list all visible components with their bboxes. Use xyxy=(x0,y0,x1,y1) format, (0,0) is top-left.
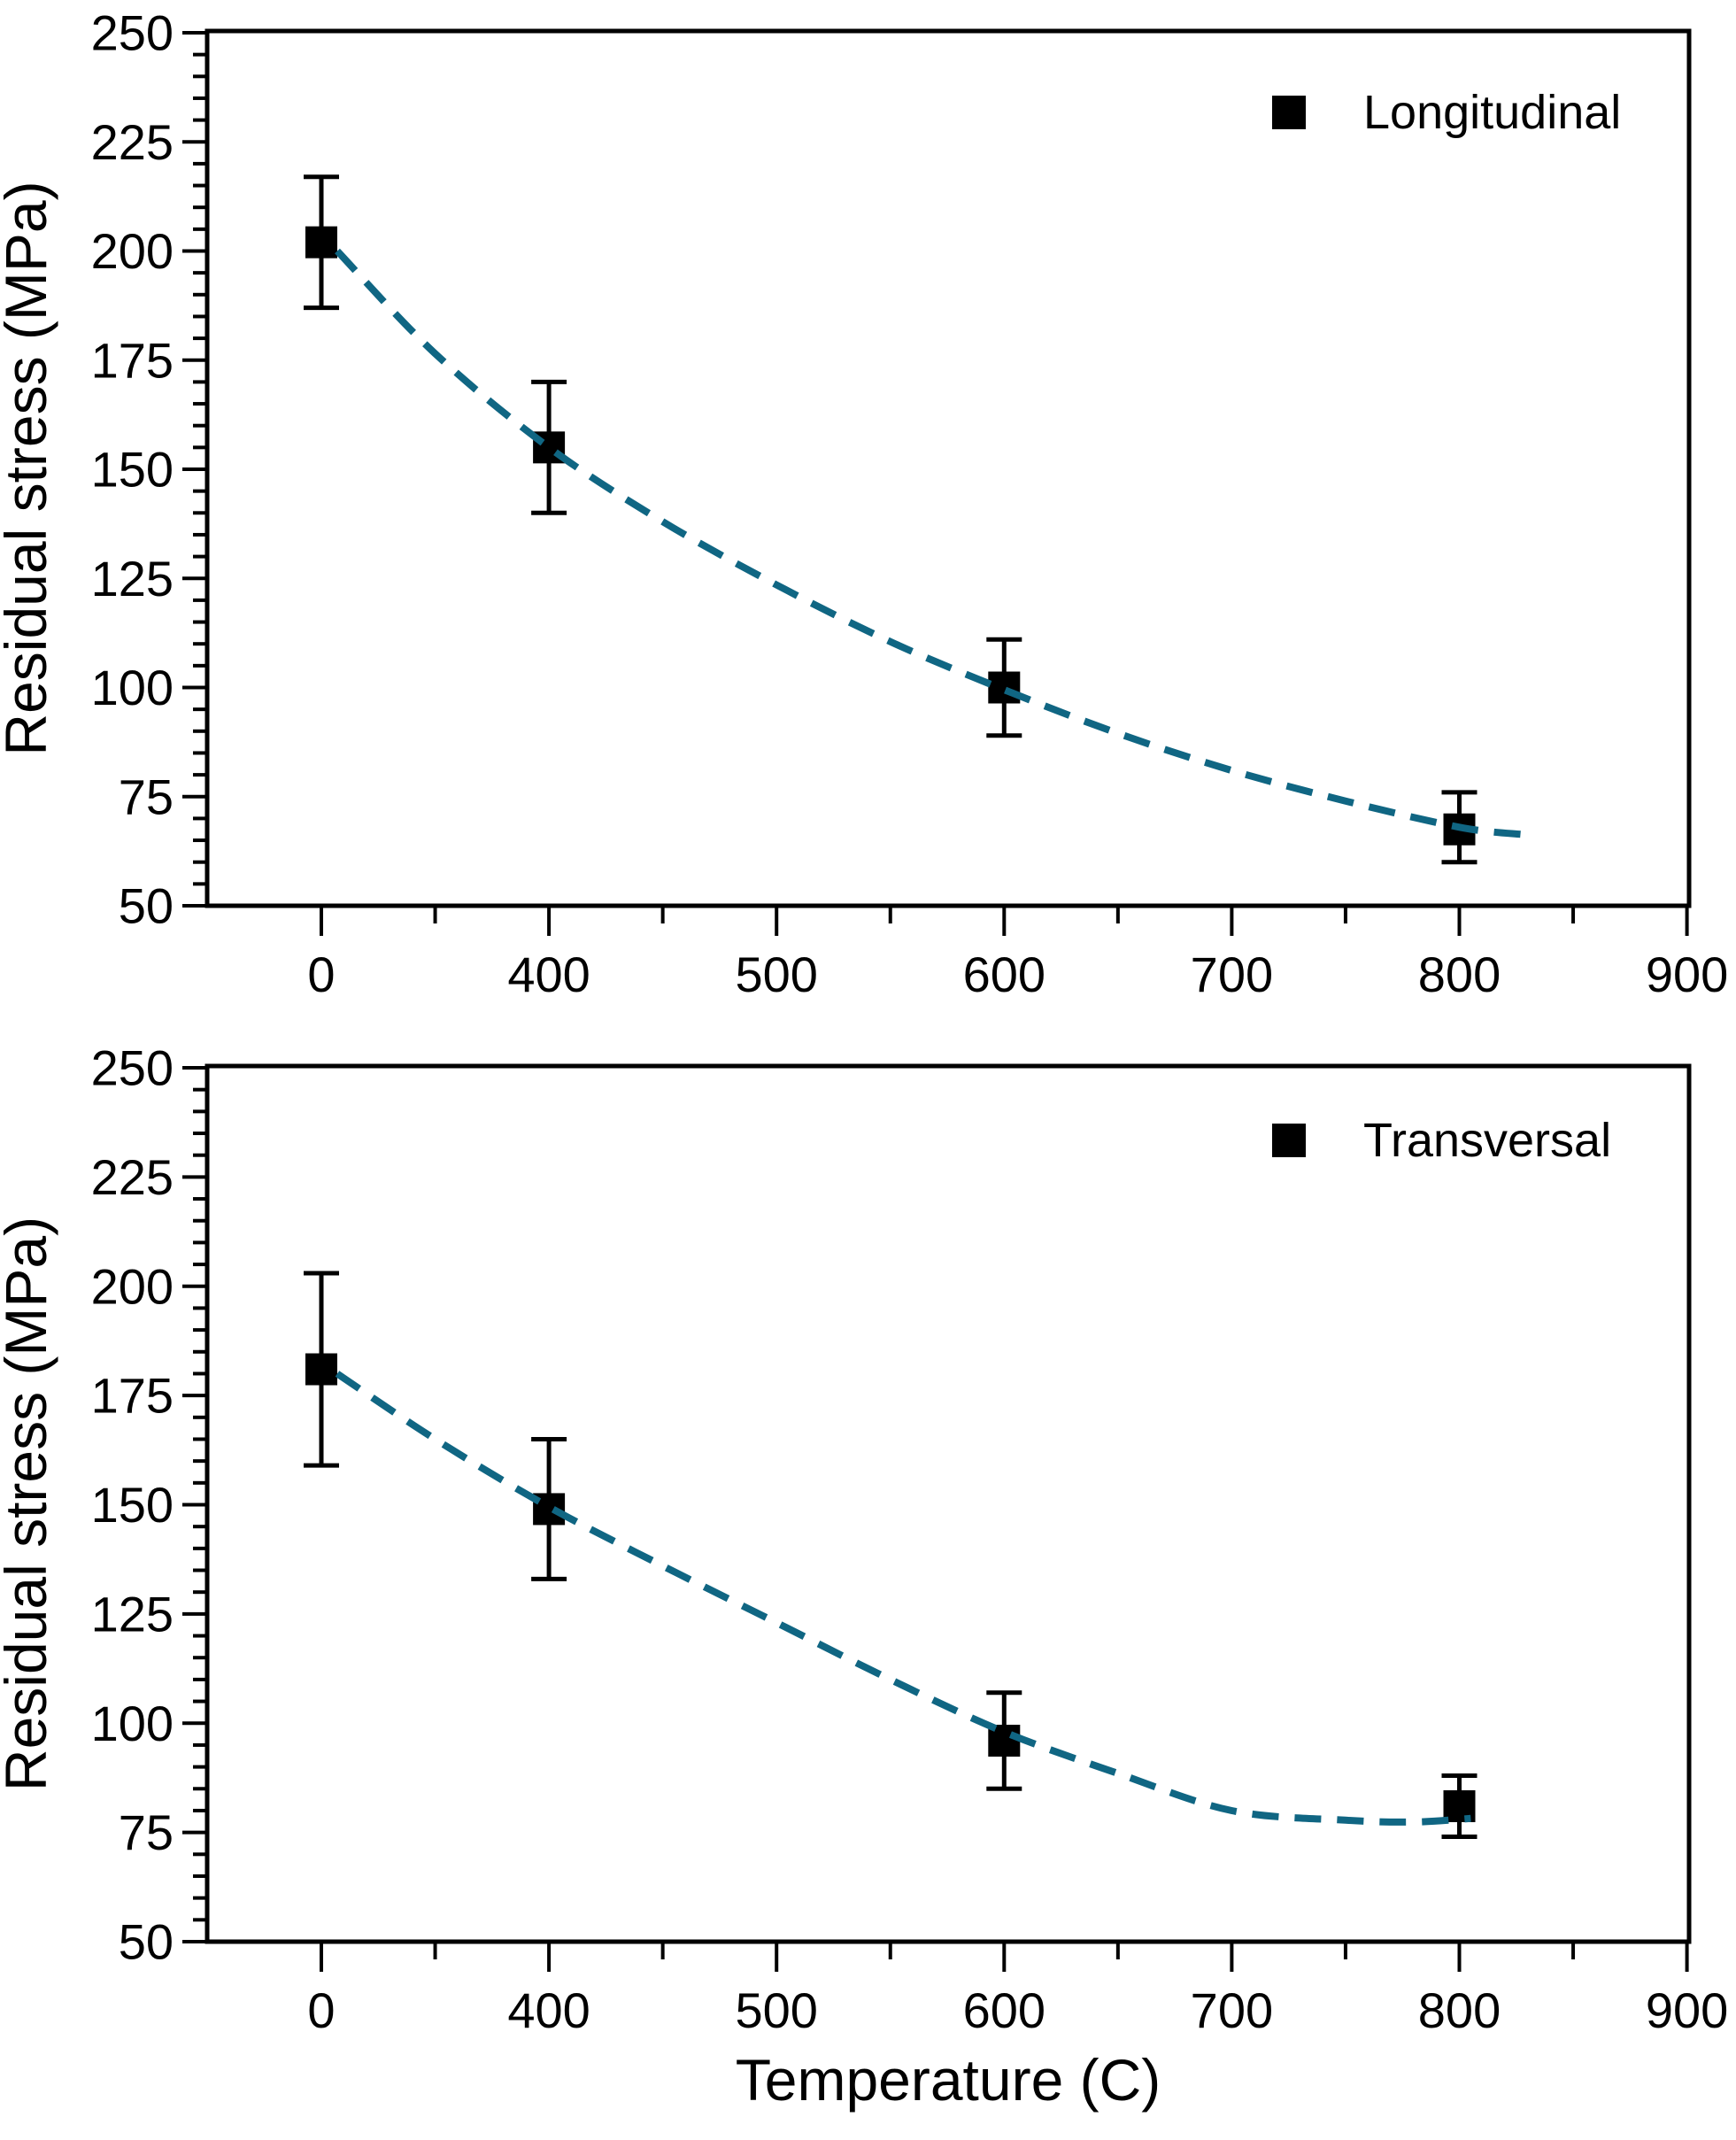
y-axis-tick-label: 75 xyxy=(119,769,174,824)
y-axis-tick-label: 125 xyxy=(91,551,174,606)
fit-curve-line xyxy=(335,1371,1471,1826)
y-axis-tick-label: 175 xyxy=(91,332,174,388)
x-axis-tick-label: 800 xyxy=(1418,946,1501,1002)
x-axis-tick-label: 700 xyxy=(1191,946,1273,1002)
y-axis-tick-label: 50 xyxy=(119,1914,174,1970)
x-axis-tick-label: 500 xyxy=(735,1982,817,2038)
x-axis-tick-label: 900 xyxy=(1646,946,1728,1002)
x-axis-tick-label: 600 xyxy=(963,946,1045,1002)
x-axis-tick-label: 900 xyxy=(1646,1982,1728,2038)
y-axis-tick-label: 150 xyxy=(91,1477,174,1533)
x-axis-tick-label: 400 xyxy=(507,1982,590,2038)
legend: Longitudinal xyxy=(1272,86,1621,139)
data-point-marker xyxy=(305,1353,337,1386)
y-axis-tick-label: 150 xyxy=(91,442,174,498)
legend-square-marker-icon xyxy=(1272,96,1306,129)
fit-curve-line xyxy=(335,248,1524,838)
y-axis-tick-label: 175 xyxy=(91,1368,174,1424)
y-axis-tick-label: 250 xyxy=(91,1040,174,1096)
y-axis-tick-label: 225 xyxy=(91,114,174,170)
y-axis-tick-label: 200 xyxy=(91,223,174,279)
y-axis-tick-label: 250 xyxy=(91,5,174,61)
chart-longitudinal: 50 75 100 125 150 175 200 225 250 0 400 500 600 700 80… xyxy=(0,5,1728,1003)
x-axis-tick-label: 400 xyxy=(507,946,590,1002)
y-axis-title: Residual stress (MPa) xyxy=(0,181,58,755)
y-axis-tick-label: 225 xyxy=(91,1149,174,1205)
x-axis-tick-label: 500 xyxy=(735,946,817,1002)
y-axis-title: Residual stress (MPa) xyxy=(0,1217,58,1791)
x-axis-tick-label: 700 xyxy=(1191,1982,1273,2038)
y-axis-tick-label: 100 xyxy=(91,1696,174,1751)
x-axis-tick-label: 0 xyxy=(307,946,335,1002)
legend-label: Transversal xyxy=(1363,1114,1611,1167)
x-axis-tick-label: 800 xyxy=(1418,1982,1501,2038)
data-point-marker xyxy=(305,226,337,259)
y-axis-tick-label: 125 xyxy=(91,1586,174,1642)
x-axis-tick-label: 0 xyxy=(307,1982,335,2038)
legend-square-marker-icon xyxy=(1272,1124,1306,1157)
legend-label: Longitudinal xyxy=(1363,86,1621,139)
plot-frame xyxy=(204,28,1692,908)
x-axis-title: Temperature (C) xyxy=(736,2047,1161,2113)
data-point-marker xyxy=(988,671,1021,704)
x-axis-tick-label: 600 xyxy=(963,1982,1045,2038)
legend: Transversal xyxy=(1272,1114,1611,1167)
y-axis-tick-label: 200 xyxy=(91,1258,174,1314)
chart-transversal: 50 75 100 125 150 175 200 225 250 0 400 500 600 700 80… xyxy=(0,1040,1728,2113)
y-axis-tick-label: 50 xyxy=(119,878,174,934)
y-axis-tick-label: 75 xyxy=(119,1804,174,1860)
y-axis-tick-label: 100 xyxy=(91,660,174,715)
